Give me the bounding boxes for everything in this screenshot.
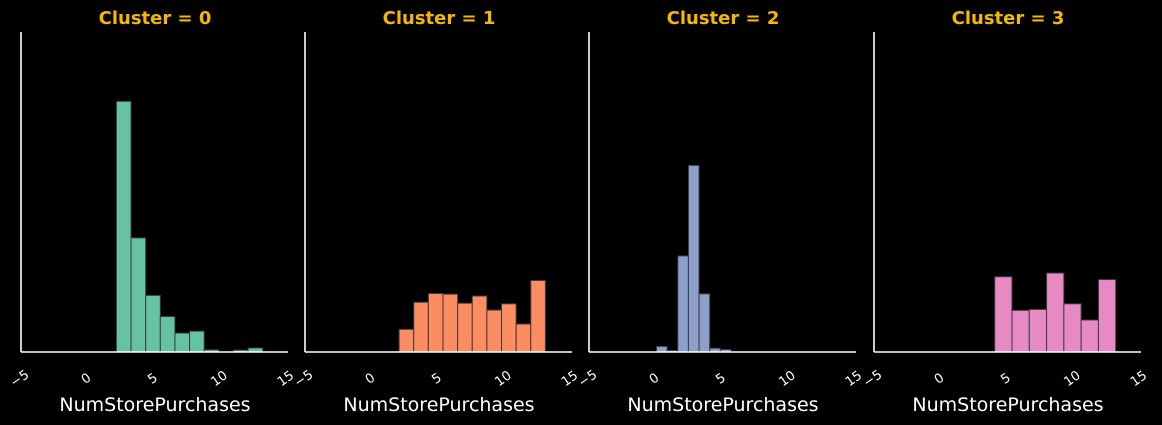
histogram-bar <box>174 332 191 353</box>
histogram-bar <box>501 303 517 353</box>
x-tick-label: 0 <box>932 371 947 388</box>
x-axis-label: NumStorePurchases <box>627 394 818 416</box>
histogram-bar <box>145 294 161 353</box>
histogram-bar <box>1080 319 1099 353</box>
x-tick-label: 10 <box>492 368 514 390</box>
x-tick-label: 10 <box>208 368 230 390</box>
histogram-bar <box>1011 309 1030 353</box>
x-axis-label: NumStorePurchases <box>59 394 250 416</box>
x-tick-label: −5 <box>576 367 600 390</box>
facet-title: Cluster = 0 <box>99 8 212 29</box>
facet-panel-3: −5 0 5 10 15 Cluster = 3 NumStorePurchases <box>861 8 1150 416</box>
x-tick-label: 5 <box>429 371 444 388</box>
histogram-bar <box>427 293 444 353</box>
histogram-bar <box>1063 303 1082 353</box>
histogram-bar <box>1046 272 1065 353</box>
histogram-bar <box>486 309 503 353</box>
histogram-bar <box>130 237 147 353</box>
histogram-bar <box>530 279 546 353</box>
x-tick-label: −5 <box>8 367 32 390</box>
x-tick-label: 5 <box>998 371 1013 388</box>
x-axis-label: NumStorePurchases <box>343 394 534 416</box>
x-tick-label: 5 <box>145 371 160 388</box>
histogram-bar <box>189 330 205 353</box>
histogram-bar <box>515 323 532 353</box>
histogram-bar <box>994 276 1013 353</box>
x-tick-label: 15 <box>1128 368 1150 390</box>
histogram-bar <box>1028 308 1048 353</box>
facet-title: Cluster = 3 <box>952 8 1065 29</box>
histogram-bar <box>471 295 488 353</box>
x-tick-label: 5 <box>713 371 728 388</box>
histogram-bar <box>115 100 132 353</box>
facet-title: Cluster = 2 <box>667 8 780 29</box>
x-tick-label: 0 <box>79 371 94 388</box>
histogram-bar <box>159 316 176 353</box>
x-tick-label: 10 <box>1061 368 1083 390</box>
x-tick-label: 0 <box>363 371 378 388</box>
histogram-bar <box>677 255 689 353</box>
histogram-bar <box>457 302 473 353</box>
histogram-bar <box>698 293 711 353</box>
histogram-bar <box>442 293 459 353</box>
x-tick-label: 10 <box>776 368 798 390</box>
x-tick-label: −5 <box>861 367 885 390</box>
histogram-bar <box>656 345 668 353</box>
x-axis-label: NumStorePurchases <box>912 394 1103 416</box>
x-tick-label: −5 <box>292 367 316 390</box>
facet-title: Cluster = 1 <box>383 8 496 29</box>
histogram-bar <box>398 328 415 353</box>
histogram-bar <box>687 164 700 353</box>
histogram-bar <box>1097 279 1117 353</box>
x-tick-label: 0 <box>647 371 662 388</box>
histogram-bar <box>413 301 429 353</box>
